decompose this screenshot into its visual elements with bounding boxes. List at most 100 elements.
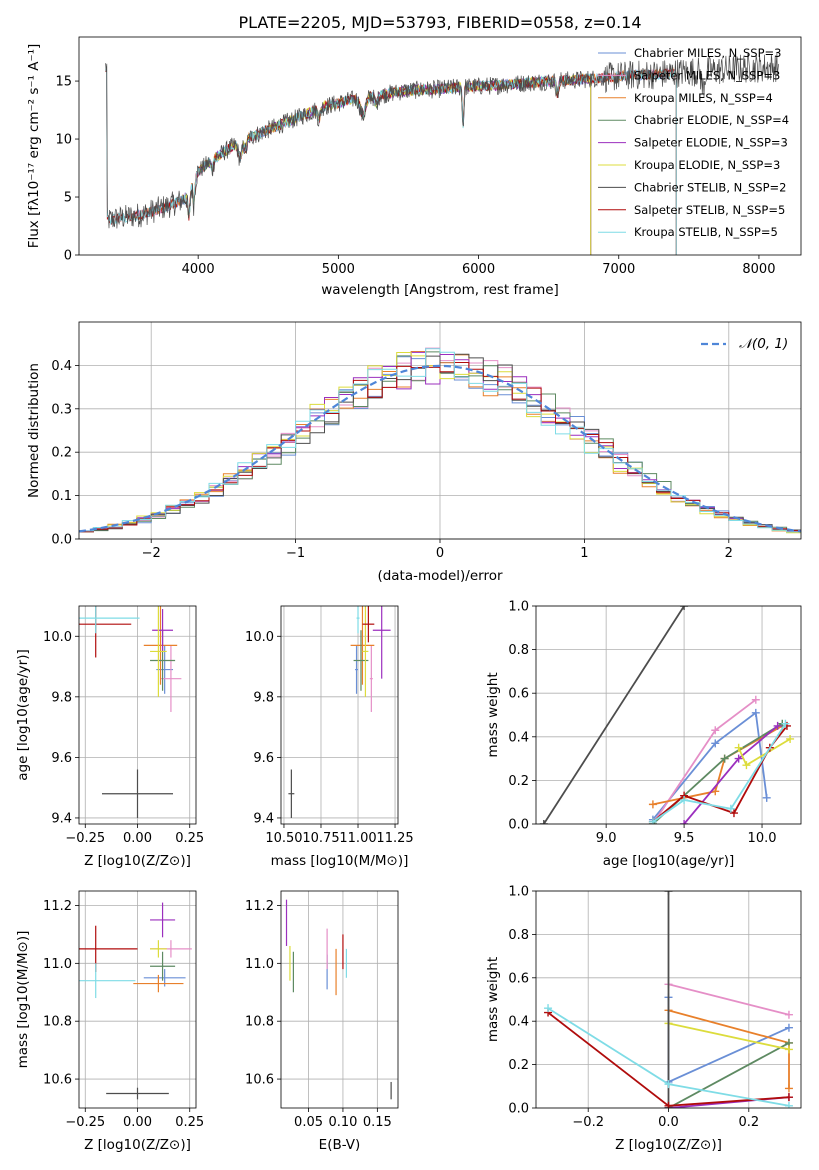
error-point-kroupa-stelib — [79, 963, 136, 999]
mass-weight-marker — [680, 606, 689, 610]
y-tick-label: 5 — [64, 191, 72, 206]
legend-label: Kroupa STELIB, N_SSP=5 — [634, 225, 778, 239]
y-tick-label: 0.0 — [508, 818, 529, 833]
y-tick-label: 10.0 — [245, 630, 274, 645]
axes-frame — [280, 605, 399, 825]
y-axis-label: age [log10(age/yr)] — [15, 649, 31, 781]
legend-label: Kroupa ELODIE, N_SSP=3 — [634, 158, 780, 172]
mass-weight-marker — [784, 1093, 793, 1102]
mass-weight-marker — [742, 761, 751, 770]
mass-weight-marker — [664, 1101, 673, 1108]
axes-frame — [78, 605, 197, 825]
x-axis-label: Z [log10(Z/Z⊙)] — [615, 1137, 722, 1153]
error-point-kroupa-elodie — [150, 940, 167, 958]
legend-label: Chabrier STELIB, N_SSP=2 — [634, 180, 786, 194]
x-tick-label: 0.00 — [123, 1115, 152, 1130]
plot-area — [79, 902, 192, 1100]
normal-reference-curve — [79, 364, 801, 533]
mass-weight-marker — [664, 891, 673, 895]
x-axis-label: E(B-V) — [319, 1137, 361, 1153]
y-tick-label: 0.1 — [51, 489, 72, 504]
x-tick-label: 6000 — [462, 262, 495, 277]
mass-weight-marker — [784, 1101, 793, 1108]
mass-weight-marker — [711, 739, 720, 748]
y-tick-label: 11.0 — [245, 957, 274, 972]
legend-label: Salpeter STELIB, N_SSP=5 — [634, 203, 785, 217]
axes-frame — [78, 321, 802, 540]
x-tick-label: −1 — [286, 546, 305, 561]
y-tick-label: 9.4 — [51, 811, 72, 826]
y-tick-label: 9.8 — [51, 690, 72, 705]
error-point-kroupa-elodie — [150, 606, 167, 697]
y-tick-label: 0.2 — [508, 774, 529, 789]
mass-weight-marker — [784, 1023, 793, 1032]
x-tick-label: 0.25 — [175, 1115, 204, 1130]
error-point-chabrier-stelib — [288, 769, 295, 818]
mass-weight-marker — [711, 787, 720, 796]
chart-title: PLATE=2205, MJD=53793, FIBERID=0558, z=0… — [238, 13, 641, 32]
x-tick-label: 8000 — [742, 262, 775, 277]
y-tick-label: 11.2 — [245, 899, 274, 914]
x-tick-label: 4000 — [182, 262, 215, 277]
x-axis-label: Z [log10(Z/Z⊙)] — [84, 1137, 191, 1153]
y-axis-label: Normed distribution — [26, 363, 42, 498]
mass-weight-marker — [680, 820, 689, 824]
plot-area — [288, 606, 391, 818]
x-tick-label: 10.0 — [748, 831, 777, 846]
error-point-kroupa-miles — [133, 974, 184, 993]
error-point-kroupa-miles — [350, 606, 375, 685]
mass-weight-marker — [648, 817, 657, 824]
y-tick-label: 11.2 — [43, 899, 72, 914]
y-tick-label: 0.3 — [51, 402, 72, 417]
mass-weight-marker — [726, 804, 735, 813]
x-axis-label: wavelength [Angstrom, rest frame] — [321, 282, 559, 298]
y-tick-label: 15 — [55, 75, 72, 90]
x-tick-label: 0.15 — [363, 1115, 392, 1130]
y-tick-label: 0.4 — [508, 1015, 529, 1030]
mass-weight-marker — [664, 1080, 673, 1089]
legend-label: Chabrier ELODIE, N_SSP=4 — [634, 113, 789, 127]
x-tick-label: 11.00 — [339, 831, 376, 846]
y-tick-label: 0.4 — [508, 730, 529, 745]
axes-frame — [78, 890, 197, 1109]
error-point-chabrier-elodie — [150, 951, 176, 981]
mass-weight-vs-z-panel: −0.2 0.0 0.2 0.0 0.2 0.4 0.6 0.8 1.0 Z [log10(Z/Z… — [485, 885, 802, 1153]
y-tick-label: 11.0 — [43, 957, 72, 972]
x-tick-label: 0.0 — [658, 1115, 679, 1130]
axes-frame — [535, 605, 802, 825]
legend-label: Chabrier MILES, N_SSP=3 — [634, 46, 781, 60]
y-tick-label: 10 — [55, 133, 72, 148]
x-tick-label: 0.00 — [123, 831, 152, 846]
mass-vs-z-panel: −0.25 0.00 0.25 10.6 10.8 11.0 11.2 Z [log10(Z/… — [15, 890, 204, 1153]
error-point-chabrier-stelib — [106, 1087, 169, 1100]
y-tick-label: 0.8 — [508, 928, 529, 943]
y-axis-label: mass weight — [485, 957, 501, 1042]
x-axis-label: Z [log10(Z/Z⊙)] — [84, 853, 191, 869]
mass-weight-marker — [762, 793, 771, 802]
y-tick-label: 10.6 — [43, 1073, 72, 1088]
legend-label: Salpeter ELODIE, N_SSP=3 — [634, 136, 788, 150]
y-tick-label: 0.6 — [508, 687, 529, 702]
mass-weight-marker — [734, 743, 743, 752]
y-tick-label: 0.4 — [51, 359, 72, 374]
histogram-step-salpeter-stelib — [79, 362, 801, 533]
plot-area — [105, 52, 779, 255]
error-point-kroupa-stelib — [356, 606, 360, 634]
mass-weight-marker — [784, 1084, 793, 1093]
y-axis-label: mass weight — [485, 672, 501, 757]
mass-weight-line-chabrier-elodie — [668, 1042, 790, 1108]
legend-label: Kroupa MILES, N_SSP=4 — [634, 91, 773, 105]
mass-weight-line-kroupa-stelib — [652, 723, 787, 823]
error-point-salpeter-stelib — [362, 606, 375, 643]
y-tick-label: 10.6 — [245, 1073, 274, 1088]
observed-spectrum — [105, 52, 779, 229]
mass-weight-marker — [773, 721, 782, 730]
y-axis-label: mass [log10(M/M⊙)] — [15, 931, 31, 1069]
plot-area — [79, 347, 801, 534]
error-point-kroupa-stelib — [79, 606, 140, 634]
y-tick-label: 0.2 — [51, 446, 72, 461]
y-tick-label: 1.0 — [508, 885, 529, 900]
mass-weight-marker — [544, 1004, 553, 1013]
x-tick-label: 0 — [436, 546, 444, 561]
